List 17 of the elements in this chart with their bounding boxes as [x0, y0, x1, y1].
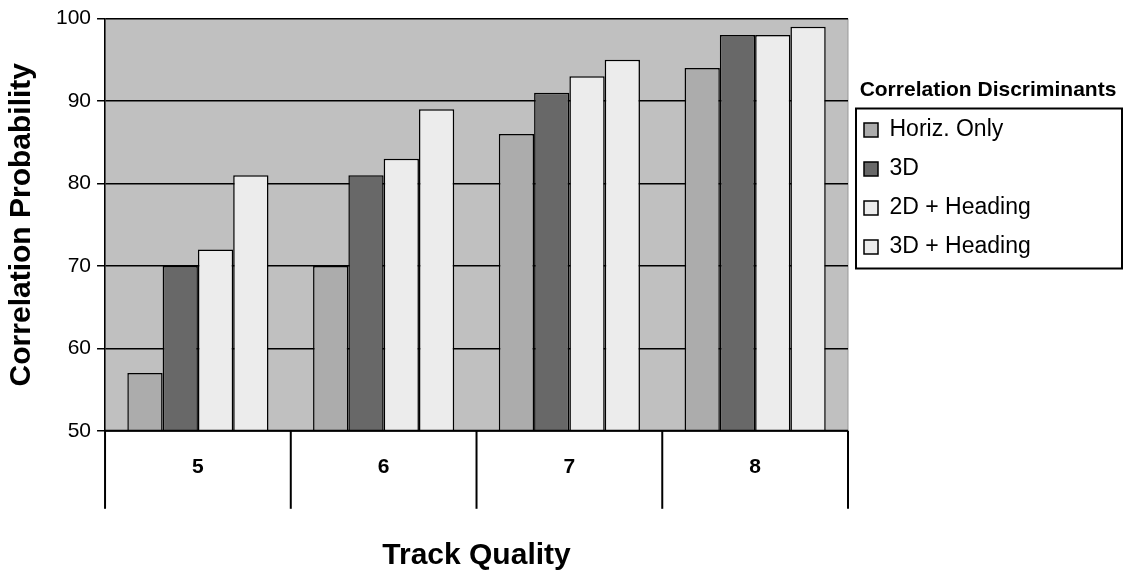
legend-label: Horiz. Only	[889, 115, 1004, 142]
y-tick-label: 50	[67, 417, 92, 441]
y-tick-label: 60	[67, 335, 92, 359]
y-axis-title: Correlation Probability	[3, 62, 37, 387]
x-tick-label: 8	[749, 454, 762, 478]
x-tick-label: 6	[377, 454, 390, 478]
legend-label: 3D + Heading	[889, 232, 1031, 259]
legend-label: 2D + Heading	[889, 193, 1031, 220]
legend-title: Correlation Discriminants	[858, 76, 1118, 102]
y-tick-label: 70	[67, 252, 92, 276]
legend-label: 3D	[889, 154, 919, 181]
x-tick-label: 7	[563, 454, 576, 478]
y-tick-label: 90	[67, 87, 92, 111]
x-axis-title: Track Quality	[382, 537, 572, 571]
y-tick-label: 100	[55, 5, 92, 29]
y-tick-label: 80	[67, 170, 92, 194]
x-tick-label: 5	[192, 454, 205, 478]
